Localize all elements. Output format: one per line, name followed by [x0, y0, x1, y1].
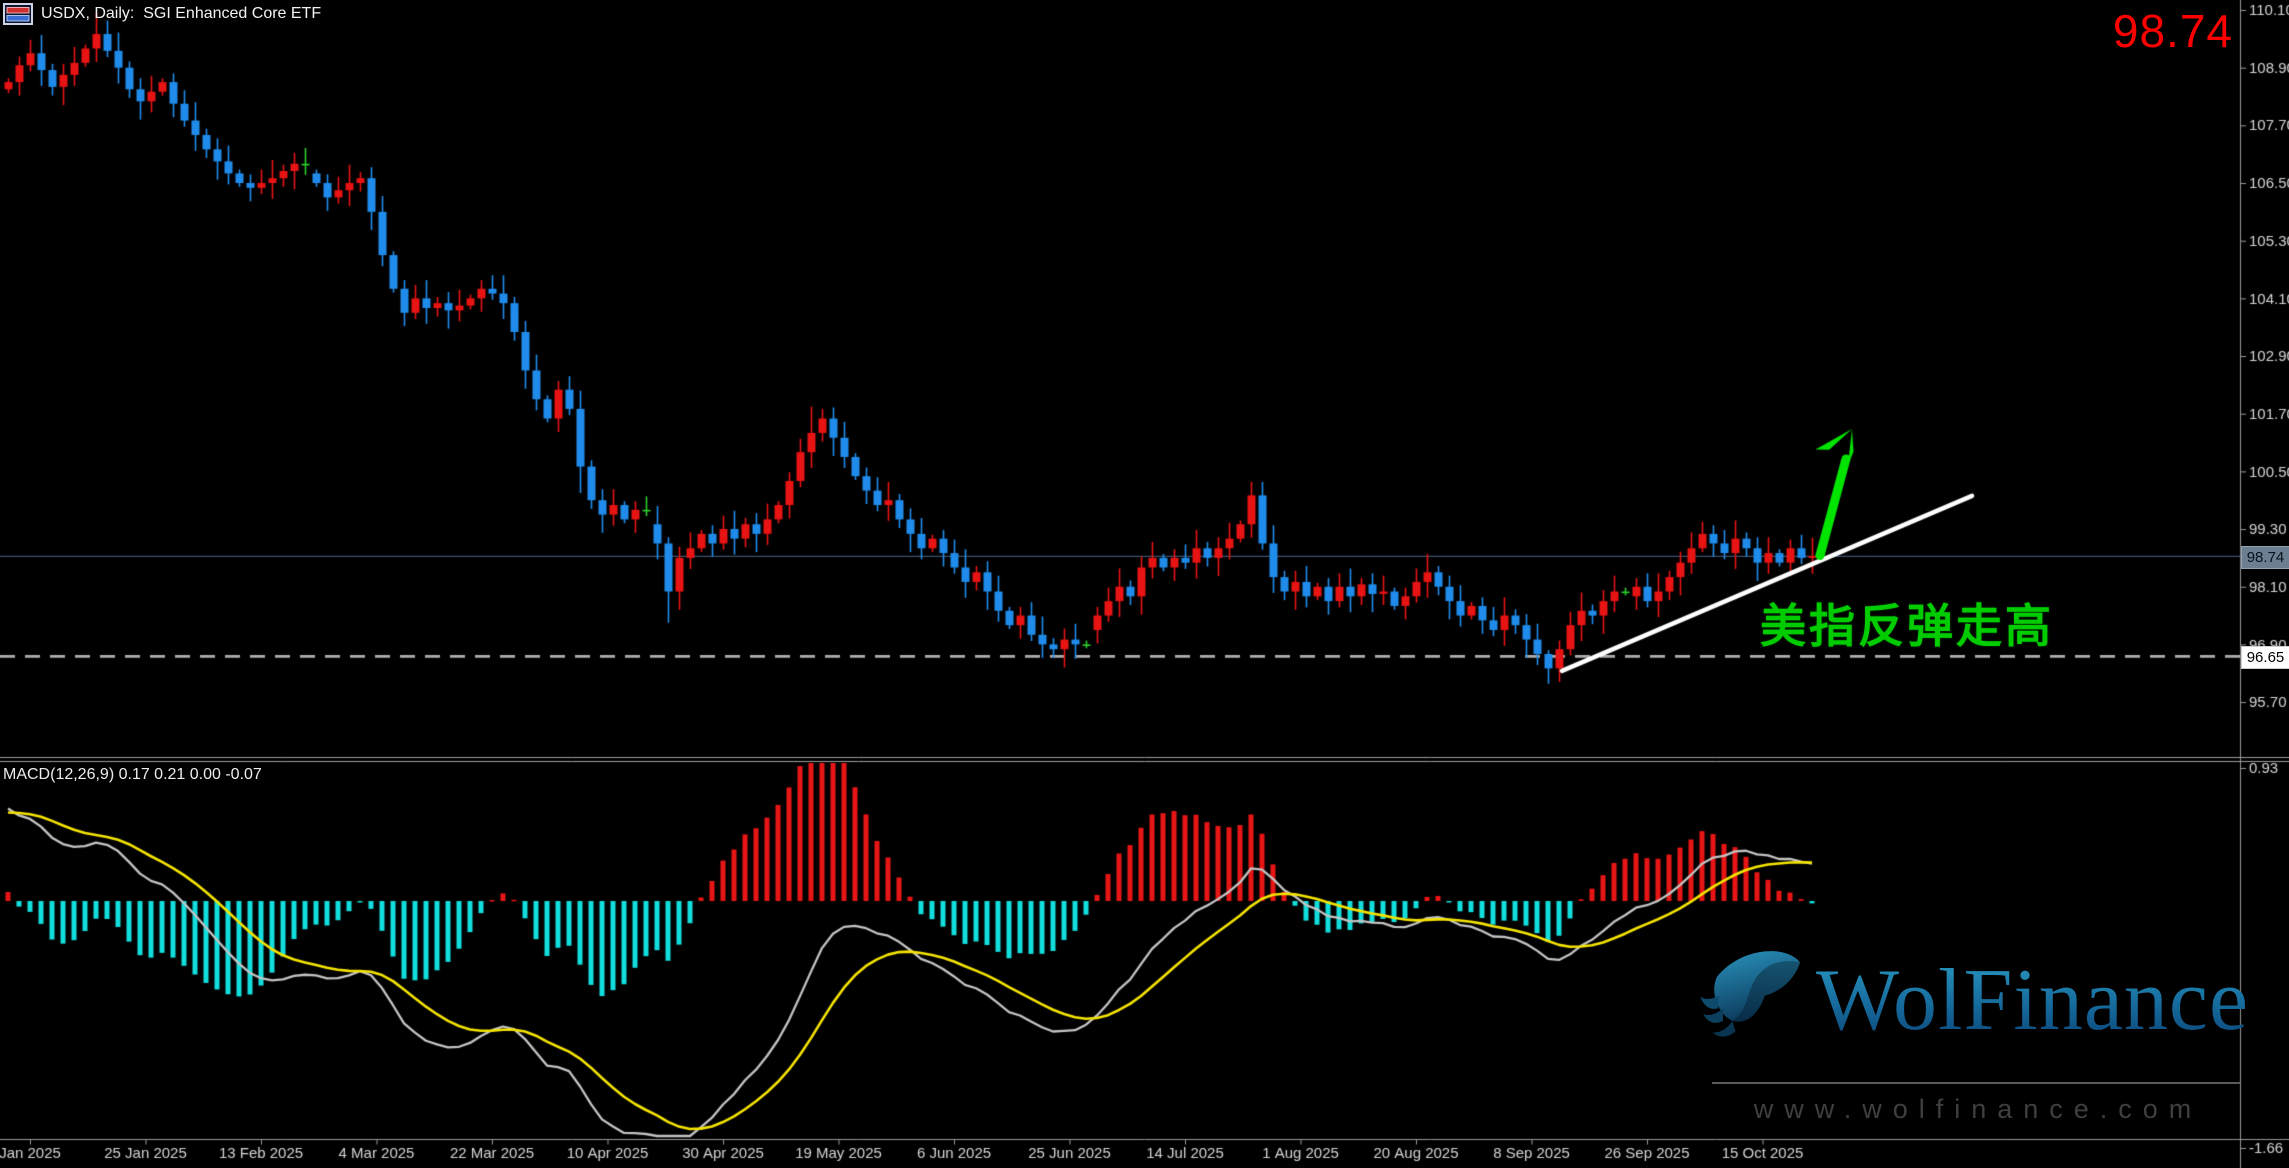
- watermark: WolFinance www.wolfinance.com: [1698, 932, 2248, 1147]
- watermark-divider: [1712, 1082, 2240, 1084]
- symbol-title: USDX, Daily: SGI Enhanced Core ETF: [41, 5, 322, 22]
- symbol-chart-icon: [3, 3, 33, 25]
- wolfinance-bird-logo-icon: [1700, 951, 1801, 1037]
- big-price-label: 98.74: [2112, 5, 2233, 57]
- support-level-badge: 96.65: [2241, 646, 2289, 669]
- current-price-badge: 98.74: [2241, 546, 2289, 569]
- watermark-url-text: www.wolfinance.com: [1753, 1094, 2203, 1124]
- chinese-annotation-text: 美指反弹走高: [1760, 601, 2054, 652]
- macd-indicator-label: MACD(12,26,9) 0.17 0.21 0.00 -0.07: [3, 766, 262, 783]
- wolfinance-brand-text: WolFinance: [1816, 952, 2250, 1049]
- chart-title-bar: USDX, Daily: SGI Enhanced Core ETF: [3, 3, 321, 25]
